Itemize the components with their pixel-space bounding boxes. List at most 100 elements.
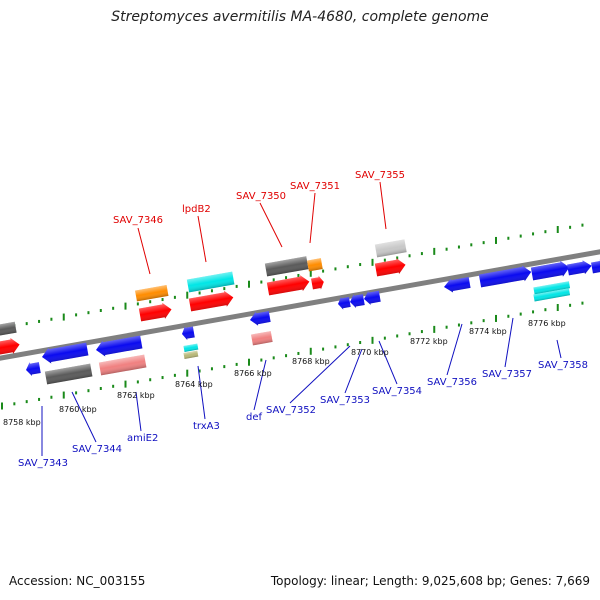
kbp-label: 8776 kbp bbox=[528, 319, 566, 328]
accession-number: Accession: NC_003155 bbox=[9, 574, 146, 588]
upper-tick bbox=[544, 230, 547, 234]
upper-tick bbox=[272, 278, 275, 282]
leader-line bbox=[446, 323, 463, 376]
lower-tick bbox=[445, 325, 448, 329]
upper-tick bbox=[50, 317, 53, 321]
upper-tick bbox=[186, 291, 189, 299]
gene-arrow bbox=[183, 350, 199, 359]
lower-tick bbox=[112, 384, 115, 388]
gene-arrow bbox=[183, 343, 199, 352]
upper-tick bbox=[408, 254, 411, 258]
kbp-label: 8760 kbp bbox=[59, 405, 97, 414]
lower-tick bbox=[309, 347, 312, 355]
gene-label-upper: SAV_7350 bbox=[236, 191, 286, 202]
upper-tick bbox=[136, 302, 139, 306]
upper-tick bbox=[87, 311, 90, 315]
lower-tick bbox=[420, 330, 423, 334]
lower-tick bbox=[62, 391, 65, 399]
lower-tick bbox=[285, 354, 288, 358]
gene-label-upper: SAV_7355 bbox=[355, 170, 405, 181]
upper-tick bbox=[507, 236, 510, 240]
upper-tick bbox=[25, 322, 28, 326]
leader-line bbox=[344, 348, 363, 394]
lower-tick bbox=[1, 402, 3, 410]
gene-label-lower: SAV_7353 bbox=[320, 395, 370, 406]
upper-tick bbox=[433, 247, 436, 255]
upper-tick bbox=[198, 291, 201, 295]
lower-tick bbox=[198, 369, 201, 373]
gene-label-lower: amiE2 bbox=[127, 433, 158, 444]
gene-label-lower: SAV_7344 bbox=[72, 444, 122, 455]
upper-tick bbox=[482, 241, 485, 245]
lower-tick bbox=[556, 304, 559, 312]
gene-arrow bbox=[135, 285, 169, 302]
upper-tick bbox=[38, 319, 41, 323]
gene-features bbox=[0, 239, 600, 385]
upper-tick bbox=[248, 280, 250, 288]
lower-tick bbox=[532, 310, 535, 314]
lower-tick bbox=[186, 369, 189, 377]
lower-tick bbox=[223, 365, 226, 369]
lower-tick bbox=[248, 358, 250, 366]
kbp-label: 8770 kbp bbox=[351, 348, 389, 357]
lower-tick bbox=[38, 397, 41, 401]
gene-arrow bbox=[251, 331, 273, 346]
upper-tick bbox=[396, 256, 399, 260]
upper-tick bbox=[569, 225, 572, 229]
gene-arrow bbox=[266, 275, 310, 296]
lower-tick bbox=[544, 308, 547, 312]
gene-arrow bbox=[364, 290, 381, 305]
gene-arrow bbox=[478, 265, 532, 288]
upper-tick bbox=[62, 313, 65, 321]
lower-tick bbox=[470, 321, 473, 325]
upper-tick bbox=[359, 263, 362, 267]
lower-tick bbox=[396, 334, 399, 338]
upper-tick bbox=[383, 258, 386, 262]
kbp-label: 8766 kbp bbox=[234, 369, 272, 378]
gene-arrow bbox=[307, 258, 323, 272]
leader-line bbox=[556, 339, 562, 359]
gene-arrow bbox=[591, 259, 600, 274]
lower-tick bbox=[136, 380, 139, 384]
leader-line bbox=[259, 202, 283, 248]
gene-label-upper: SAV_7346 bbox=[113, 215, 163, 226]
upper-tick bbox=[297, 273, 300, 277]
upper-tick bbox=[581, 223, 584, 227]
lower-tick bbox=[359, 341, 362, 345]
upper-tick bbox=[470, 243, 473, 247]
lower-tick bbox=[75, 391, 78, 395]
gene-arrow bbox=[138, 302, 172, 322]
upper-tick bbox=[99, 308, 102, 312]
lower-tick bbox=[371, 336, 374, 344]
gene-arrow bbox=[188, 290, 234, 312]
lower-tick bbox=[25, 400, 28, 404]
upper-tick bbox=[260, 280, 263, 284]
upper-tick bbox=[346, 265, 349, 269]
gene-arrow bbox=[338, 296, 351, 310]
gene-arrow bbox=[567, 260, 592, 276]
upper-tick bbox=[112, 306, 115, 310]
leader-line bbox=[309, 192, 316, 244]
lower-tick bbox=[482, 319, 485, 323]
upper-tick bbox=[235, 284, 238, 288]
leader-line bbox=[197, 215, 207, 263]
gene-arrow bbox=[96, 335, 143, 357]
leader-line bbox=[137, 227, 151, 275]
gene-arrow bbox=[444, 277, 471, 293]
genome-backbone bbox=[0, 249, 600, 361]
gene-arrow bbox=[350, 294, 365, 309]
lower-tick bbox=[99, 386, 102, 390]
upper-tick bbox=[420, 252, 423, 256]
lower-tick bbox=[495, 314, 497, 322]
upper-tick bbox=[334, 267, 337, 271]
upper-tick bbox=[519, 234, 522, 238]
gene-arrow bbox=[374, 239, 407, 258]
kbp-label: 8762 kbp bbox=[117, 391, 155, 400]
gene-arrow bbox=[530, 260, 570, 281]
gene-arrow bbox=[374, 258, 406, 277]
lower-tick bbox=[322, 347, 325, 351]
lower-tick bbox=[383, 336, 386, 340]
upper-tick-track bbox=[1, 223, 584, 332]
gene-label-upper: SAV_7351 bbox=[290, 181, 340, 192]
